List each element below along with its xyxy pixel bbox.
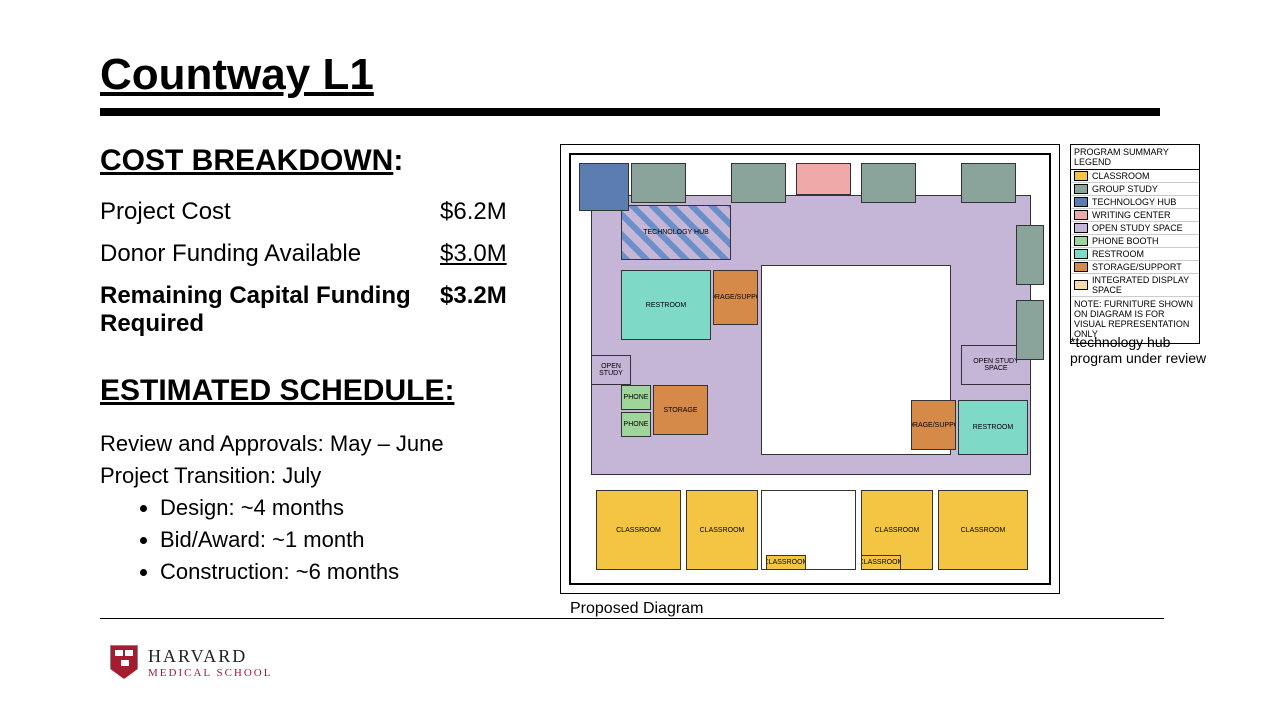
cost-value: $6.2M bbox=[440, 198, 540, 226]
harvard-shield-icon bbox=[110, 645, 138, 679]
legend-label: WRITING CENTER bbox=[1092, 210, 1171, 220]
legend-swatch bbox=[1074, 171, 1088, 181]
diagram-caption: Proposed Diagram bbox=[570, 600, 1204, 618]
floorplan-room: CLASSROOM bbox=[766, 555, 806, 570]
schedule-heading: ESTIMATED SCHEDULE: bbox=[100, 374, 540, 408]
legend-label: GROUP STUDY bbox=[1092, 184, 1158, 194]
legend-label: TECHNOLOGY HUB bbox=[1092, 197, 1176, 207]
schedule-bullet: Design: ~4 months bbox=[160, 492, 540, 524]
footer-line2: MEDICAL SCHOOL bbox=[148, 667, 272, 679]
floorplan-room: CLASSROOM bbox=[686, 490, 758, 570]
floorplan-room: CLASSROOM bbox=[861, 555, 901, 570]
legend-label: STORAGE/SUPPORT bbox=[1092, 262, 1182, 272]
page-title: Countway L1 bbox=[100, 50, 1204, 100]
legend-label: RESTROOM bbox=[1092, 249, 1144, 259]
footer: HARVARD MEDICAL SCHOOL bbox=[110, 645, 272, 679]
legend-row: PHONE BOOTH bbox=[1071, 235, 1199, 248]
schedule-line: Review and Approvals: May – June bbox=[100, 428, 540, 460]
footer-line1: HARVARD bbox=[148, 646, 272, 667]
floorplan-room: CLASSROOM bbox=[938, 490, 1028, 570]
floorplan-room: STORAGE/SUPPORT bbox=[713, 270, 758, 325]
legend-label: CLASSROOM bbox=[1092, 171, 1150, 181]
floorplan-room: RESTROOM bbox=[958, 400, 1028, 455]
cost-colon: : bbox=[393, 144, 403, 178]
schedule-body: Review and Approvals: May – June Project… bbox=[100, 428, 540, 587]
cost-label: Donor Funding Available bbox=[100, 240, 440, 268]
schedule-line: Project Transition: July bbox=[100, 460, 540, 492]
legend-row: GROUP STUDY bbox=[1071, 183, 1199, 196]
legend-row: WRITING CENTER bbox=[1071, 209, 1199, 222]
footer-rule bbox=[100, 618, 1164, 619]
floorplan-room bbox=[796, 163, 851, 195]
floorplan: OPEN STUDY SPACECLASSROOMCLASSROOMRESTRO… bbox=[560, 144, 1060, 594]
floorplan-room: OPEN STUDY bbox=[591, 355, 631, 385]
floorplan-room bbox=[961, 163, 1016, 203]
legend-title: PROGRAM SUMMARY LEGEND bbox=[1071, 145, 1199, 170]
floorplan-room: STORAGE/SUPPORT bbox=[911, 400, 956, 450]
legend-row: INTEGRATED DISPLAY SPACE bbox=[1071, 274, 1199, 297]
legend-row: STORAGE/SUPPORT bbox=[1071, 261, 1199, 274]
schedule-bullet: Bid/Award: ~1 month bbox=[160, 524, 540, 556]
cost-label: Remaining Capital Funding Required bbox=[100, 282, 440, 338]
legend-label: OPEN STUDY SPACE bbox=[1092, 223, 1183, 233]
floorplan-room bbox=[579, 163, 629, 211]
legend: PROGRAM SUMMARY LEGENDCLASSROOM GROUP STU… bbox=[1070, 144, 1200, 344]
cost-value: $3.2M bbox=[440, 282, 540, 338]
title-rule bbox=[100, 108, 1160, 116]
legend-swatch bbox=[1074, 197, 1088, 207]
floorplan-room: CLASSROOM bbox=[596, 490, 681, 570]
legend-swatch bbox=[1074, 210, 1088, 220]
legend-swatch bbox=[1074, 262, 1088, 272]
schedule-bullet: Construction: ~6 months bbox=[160, 556, 540, 588]
floorplan-room: RESTROOM bbox=[621, 270, 711, 340]
legend-label: INTEGRATED DISPLAY SPACE bbox=[1092, 275, 1196, 295]
legend-row: RESTROOM bbox=[1071, 248, 1199, 261]
floorplan-room: PHONE bbox=[621, 385, 651, 410]
floorplan-room: PHONE bbox=[621, 412, 651, 437]
tech-hub-note: *technology hub program under review bbox=[1070, 334, 1220, 366]
legend-row: TECHNOLOGY HUB bbox=[1071, 196, 1199, 209]
cost-row: Donor Funding Available$3.0M bbox=[100, 240, 540, 268]
legend-swatch bbox=[1074, 236, 1088, 246]
floorplan-room bbox=[1016, 300, 1044, 360]
floorplan-room: STORAGE bbox=[653, 385, 708, 435]
cost-table: Project Cost$6.2MDonor Funding Available… bbox=[100, 198, 540, 338]
legend-swatch bbox=[1074, 280, 1088, 290]
legend-row: OPEN STUDY SPACE bbox=[1071, 222, 1199, 235]
legend-row: CLASSROOM bbox=[1071, 170, 1199, 183]
floorplan-room bbox=[861, 163, 916, 203]
cost-value: $3.0M bbox=[440, 240, 540, 268]
cost-heading: COST BREAKDOWN bbox=[100, 144, 393, 178]
floorplan-room bbox=[1016, 225, 1044, 285]
floorplan-room: TECHNOLOGY HUB bbox=[621, 205, 731, 260]
legend-label: PHONE BOOTH bbox=[1092, 236, 1159, 246]
legend-swatch bbox=[1074, 249, 1088, 259]
floorplan-room bbox=[731, 163, 786, 203]
cost-row: Remaining Capital Funding Required$3.2M bbox=[100, 282, 540, 338]
legend-swatch bbox=[1074, 184, 1088, 194]
floorplan-room bbox=[631, 163, 686, 203]
cost-label: Project Cost bbox=[100, 198, 440, 226]
cost-row: Project Cost$6.2M bbox=[100, 198, 540, 226]
legend-swatch bbox=[1074, 223, 1088, 233]
